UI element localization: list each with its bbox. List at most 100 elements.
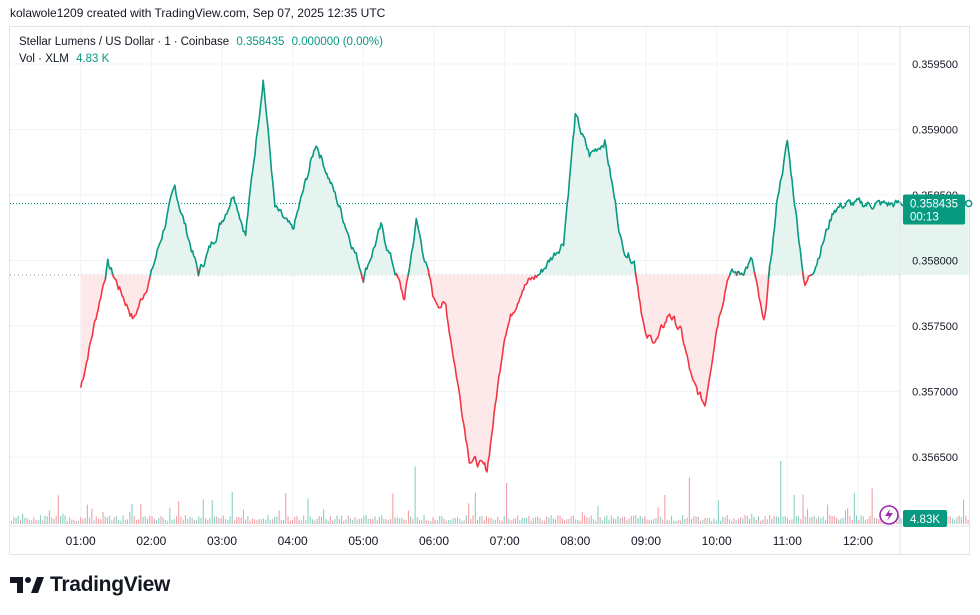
- volume-bar: [269, 519, 271, 524]
- chart-frame[interactable]: [9, 26, 970, 555]
- volume-bar: [512, 518, 514, 524]
- volume-bar: [57, 495, 59, 524]
- volume-bar: [548, 517, 550, 524]
- volume-bar: [967, 519, 969, 524]
- countdown-timer: 00:13: [910, 212, 939, 224]
- volume-bar: [55, 515, 57, 524]
- volume-bar: [69, 517, 71, 524]
- price-line-down: [634, 271, 732, 407]
- volume-bar: [271, 519, 273, 524]
- symbol-name[interactable]: Stellar Lumens / US Dollar: [19, 36, 155, 48]
- x-tick-label: 10:00: [702, 534, 732, 548]
- volume-bar: [800, 519, 802, 524]
- volume-bar: [570, 516, 572, 524]
- volume-bar: [26, 518, 28, 524]
- price-line-up: [743, 256, 757, 278]
- volume-bar: [19, 519, 21, 524]
- volume-bar: [189, 516, 191, 524]
- volume-bar: [677, 519, 679, 524]
- volume-bar: [17, 515, 19, 524]
- volume-bar: [430, 520, 432, 524]
- volume-bar: [229, 516, 231, 524]
- volume-bar: [809, 517, 811, 524]
- volume-bar: [606, 515, 608, 524]
- volume-bar: [332, 520, 334, 524]
- volume-bar: [374, 516, 376, 524]
- area-fill-up: [363, 222, 398, 283]
- volume-bar: [896, 518, 898, 524]
- volume-bar: [329, 516, 331, 524]
- volume-bar: [579, 520, 581, 524]
- lightning-icon[interactable]: [879, 505, 899, 525]
- volume-bar: [628, 518, 630, 524]
- volume-bar: [811, 516, 813, 524]
- volume-bar: [421, 520, 423, 524]
- price-line-up: [197, 79, 363, 279]
- volume-bar: [120, 520, 122, 524]
- price-line-up: [362, 222, 399, 283]
- volume-bar: [64, 515, 66, 524]
- volume-bar: [864, 520, 866, 524]
- volume-label[interactable]: Vol · XLM: [19, 53, 69, 65]
- volume-bar: [238, 517, 240, 524]
- volume-bar: [287, 516, 289, 524]
- volume-bar: [572, 515, 574, 524]
- volume-bar: [575, 519, 577, 524]
- volume-bar: [619, 518, 621, 524]
- volume-bar: [167, 520, 169, 524]
- volume-bar: [566, 519, 568, 524]
- volume-bar: [459, 518, 461, 524]
- volume-bar: [336, 515, 338, 524]
- volume-bar: [655, 518, 657, 524]
- volume-bar: [530, 520, 532, 524]
- volume-bar: [309, 516, 311, 524]
- volume-bar: [492, 519, 494, 524]
- volume-bar: [673, 520, 675, 524]
- volume-bar: [679, 520, 681, 524]
- interval-label[interactable]: 1: [164, 36, 171, 48]
- volume-bar: [262, 518, 264, 524]
- volume-bar: [637, 518, 639, 524]
- tradingview-logo[interactable]: TradingView: [10, 573, 170, 597]
- volume-bar: [521, 517, 523, 524]
- volume-bar: [452, 518, 454, 524]
- volume-bar: [66, 521, 68, 524]
- volume-bar: [691, 518, 693, 524]
- volume-bar: [541, 520, 543, 524]
- volume-bar: [742, 518, 744, 524]
- volume-bar: [581, 511, 583, 524]
- area-fill-down: [112, 269, 152, 319]
- volume-bar: [706, 518, 708, 524]
- volume-bar: [372, 518, 374, 524]
- volume-bar: [510, 520, 512, 524]
- volume-bar: [876, 518, 878, 524]
- volume-bar: [131, 503, 133, 524]
- legend-change: 0.000000 (0.00%): [291, 36, 383, 48]
- volume-bar: [113, 517, 115, 524]
- volume-bar: [802, 494, 804, 524]
- area-fill-up: [537, 113, 637, 281]
- exchange-name[interactable]: Coinbase: [180, 36, 230, 48]
- volume-bar: [769, 515, 771, 524]
- volume-bar: [954, 519, 956, 524]
- volume-bar: [303, 515, 305, 524]
- volume-bar: [160, 516, 162, 524]
- volume-bar: [441, 516, 443, 524]
- volume-bar: [361, 518, 363, 524]
- volume-bar: [289, 520, 291, 524]
- volume-bar: [477, 519, 479, 524]
- volume-bar: [608, 519, 610, 524]
- volume-bar: [869, 515, 871, 524]
- volume-bar: [713, 518, 715, 524]
- volume-bar: [860, 515, 862, 524]
- volume-bar: [42, 520, 44, 524]
- volume-bar: [164, 519, 166, 524]
- volume-bar: [898, 515, 900, 524]
- volume-bar: [312, 519, 314, 524]
- volume-bar: [115, 516, 117, 524]
- volume-bar: [316, 518, 318, 524]
- area-fill-down: [428, 268, 539, 472]
- tradingview-wordmark: TradingView: [50, 573, 171, 596]
- volume-bar: [804, 516, 806, 524]
